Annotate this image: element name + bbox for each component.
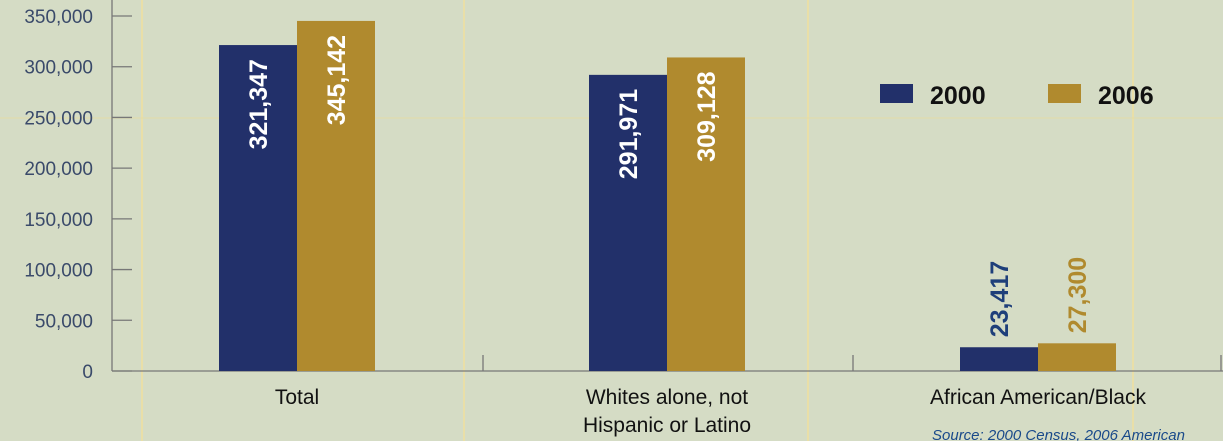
legend-swatch-2000	[880, 84, 913, 103]
data-label: 27,300	[1064, 257, 1092, 333]
data-label: 321,347	[245, 59, 273, 149]
bar-2006	[1038, 343, 1116, 371]
x-category-label: Whites alone, not	[586, 386, 748, 409]
y-tick-label: 300,000	[24, 58, 93, 79]
data-labels: 321,347 345,142 291,971 309,128 23,417 27,300	[245, 35, 1092, 337]
legend-label-2000: 2000	[930, 82, 986, 110]
bars	[219, 20, 1116, 372]
x-category-label: Total	[275, 386, 319, 409]
bar-2000	[960, 347, 1038, 371]
data-label: 23,417	[986, 261, 1014, 337]
y-tick-label: 250,000	[24, 108, 93, 129]
source-note: Source: 2000 Census, 2006 American	[932, 427, 1185, 441]
legend-label-2006: 2006	[1098, 82, 1154, 110]
data-label: 345,142	[323, 35, 351, 125]
y-tick-label: 350,000	[24, 7, 93, 28]
bar-2006	[667, 57, 745, 372]
bar-2000	[589, 74, 667, 372]
y-tick-label: 0	[82, 362, 93, 383]
bar-2006	[297, 20, 375, 372]
data-label: 291,971	[615, 89, 643, 179]
bar-2000	[219, 45, 297, 372]
y-tick-label: 150,000	[24, 210, 93, 231]
legend-swatch-2006	[1048, 84, 1081, 103]
x-category-label: Hispanic or Latino	[583, 414, 751, 437]
data-label: 309,128	[693, 71, 721, 161]
legend: 2000 2006	[880, 82, 1154, 110]
y-tick-label: 200,000	[24, 159, 93, 180]
y-tick-label: 100,000	[24, 261, 93, 282]
y-tick-label: 50,000	[35, 311, 93, 332]
x-category-label: African American/Black	[930, 386, 1146, 409]
axes: 0 50,000 100,000 150,000 200,000 250,000 300,0…	[24, 0, 1223, 437]
